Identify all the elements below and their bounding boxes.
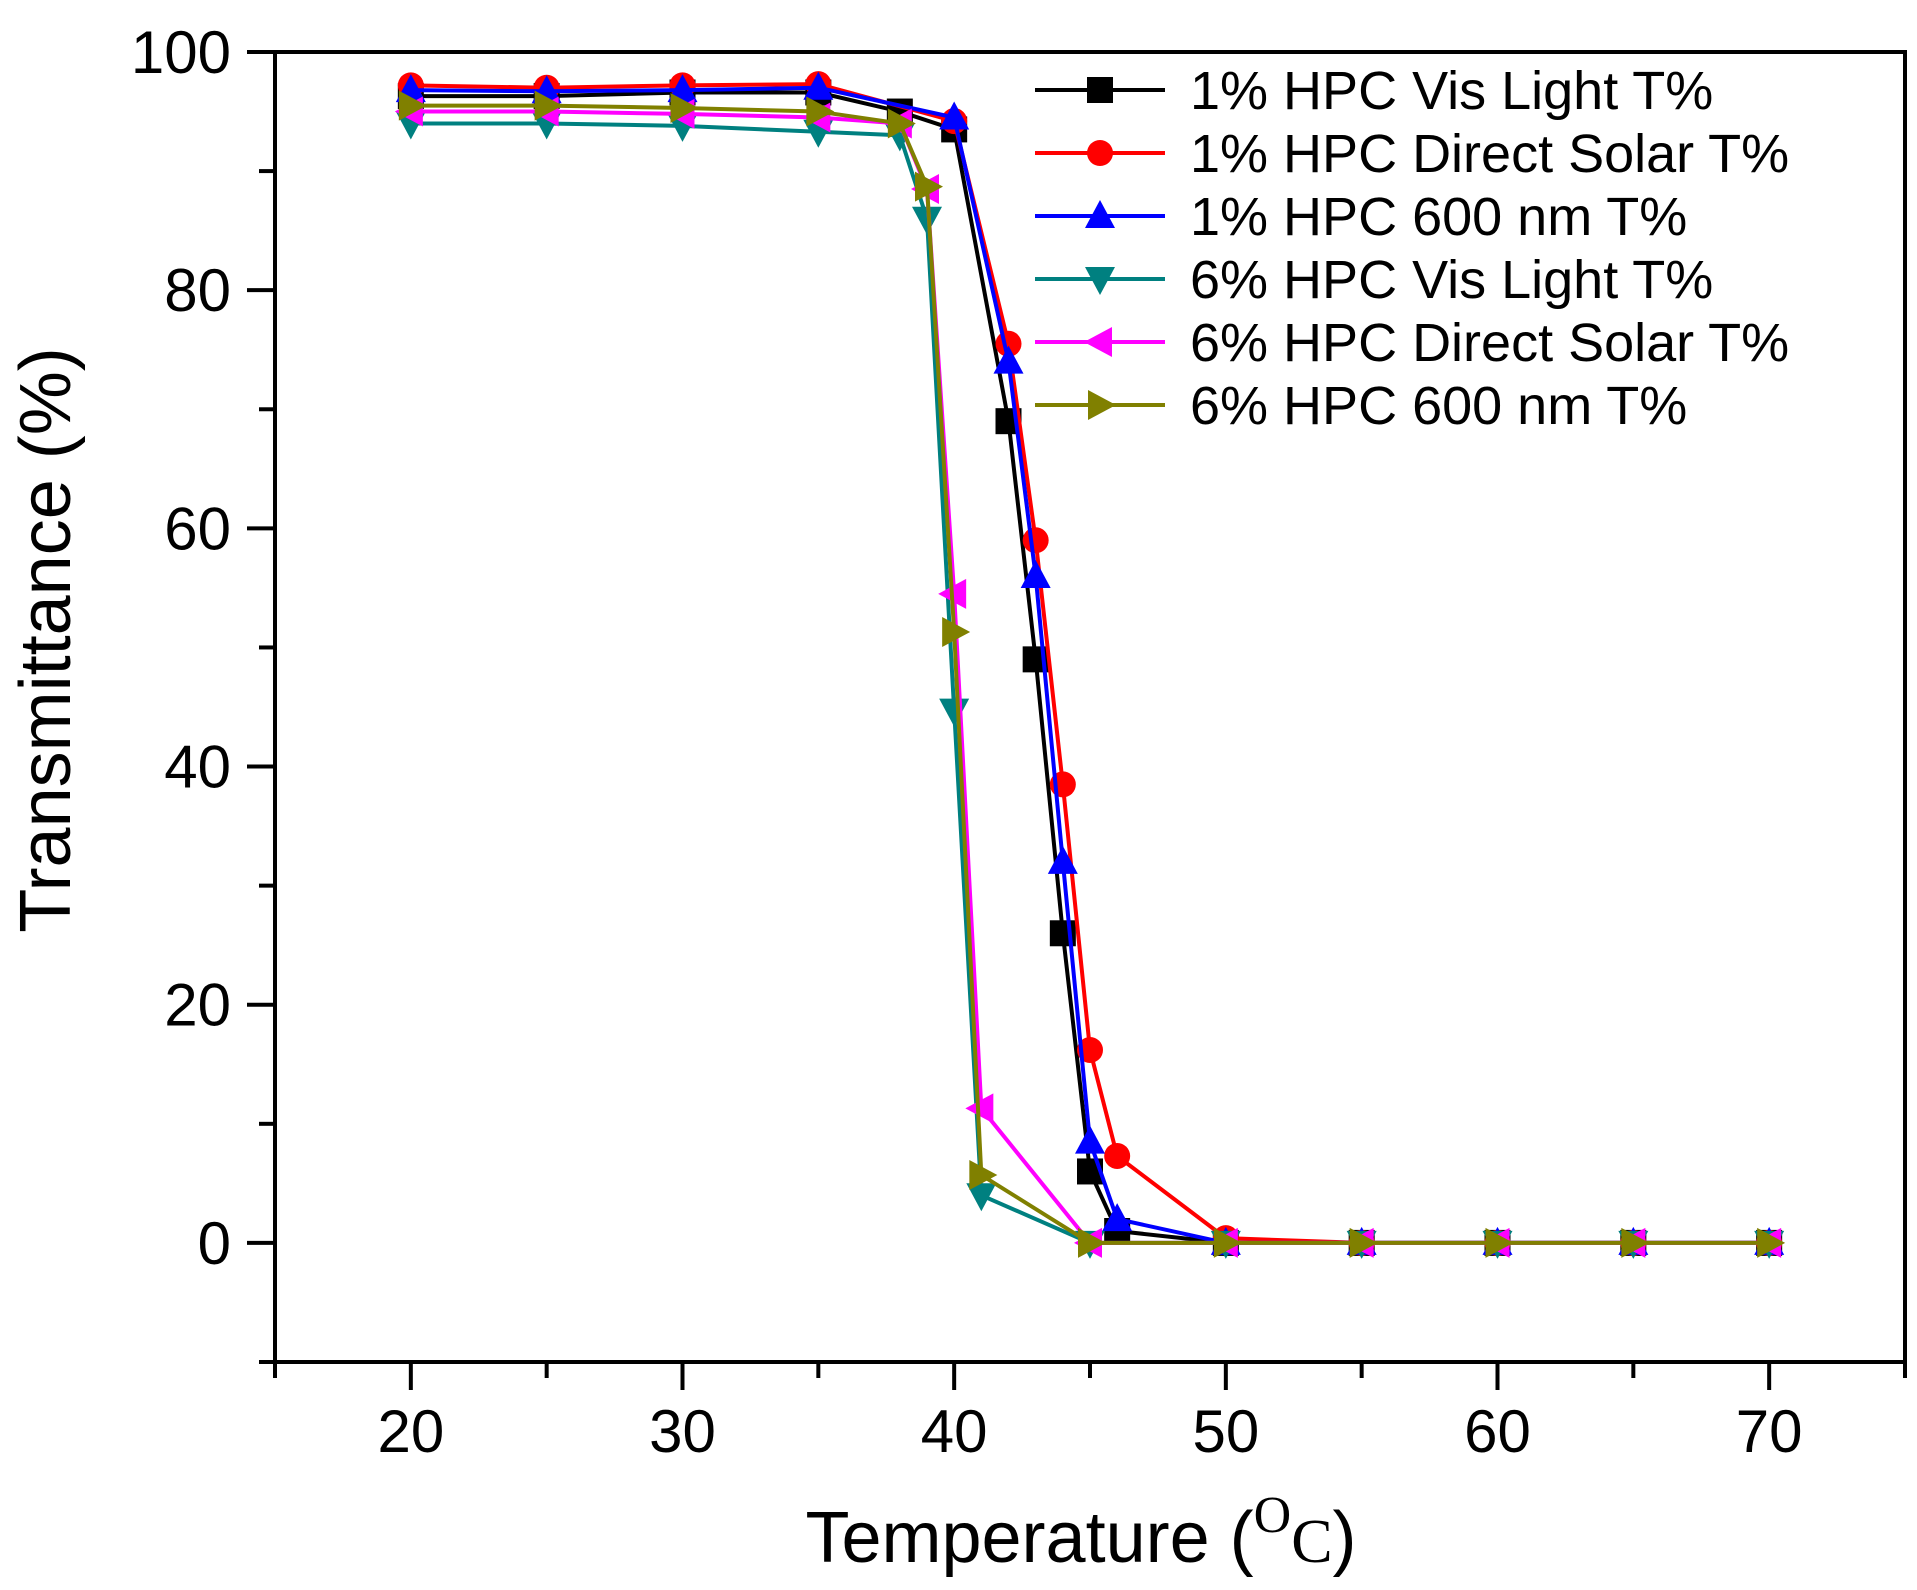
- series-layer: [394, 71, 1786, 1259]
- data-point: [1022, 527, 1049, 554]
- legend-marker: [1088, 390, 1116, 420]
- data-point: [993, 345, 1024, 374]
- x-axis-unit-superscript: O: [1254, 1487, 1292, 1544]
- legend-entry: 6% HPC 600 nm T%: [1035, 376, 1687, 436]
- legend-label: 1% HPC Direct Solar T%: [1190, 124, 1789, 184]
- legend-marker: [1087, 140, 1113, 166]
- data-point: [1485, 1227, 1514, 1258]
- x-tick-label: 20: [377, 1398, 444, 1465]
- data-point: [1757, 1227, 1786, 1258]
- legend-marker: [1087, 77, 1113, 103]
- data-point: [939, 101, 970, 130]
- series-2: [397, 71, 1783, 1256]
- data-point: [1213, 1227, 1242, 1258]
- y-axis-title: Transmittance (%): [6, 347, 86, 932]
- data-point: [915, 171, 943, 202]
- data-point: [942, 616, 971, 647]
- data-point: [1102, 1203, 1133, 1232]
- data-point: [667, 74, 698, 103]
- x-axis-title: Temperature (OC): [805, 1487, 1356, 1578]
- series-line: [410, 103, 1770, 1245]
- legend-label: 6% HPC Direct Solar T%: [1190, 313, 1789, 373]
- legend-label: 6% HPC Vis Light T%: [1190, 250, 1713, 310]
- data-point: [670, 92, 699, 123]
- y-tick-label: 80: [164, 257, 231, 324]
- legend-label: 6% HPC 600 nm T%: [1190, 376, 1687, 436]
- legend-marker: [1085, 200, 1115, 228]
- x-tick-label: 50: [1192, 1398, 1259, 1465]
- data-point: [1075, 1125, 1105, 1154]
- data-point: [1104, 1142, 1131, 1169]
- legend-entry: 1% HPC Vis Light T%: [1035, 61, 1713, 121]
- data-point: [969, 1160, 998, 1191]
- legend-label: 1% HPC 600 nm T%: [1190, 187, 1687, 247]
- data-point: [966, 1183, 997, 1212]
- data-point: [1047, 845, 1078, 874]
- x-tick-label: 70: [1736, 1398, 1803, 1465]
- x-axis-title-close: ): [1333, 1498, 1357, 1578]
- legend-entry: 6% HPC Direct Solar T%: [1035, 313, 1789, 373]
- legend-entry: 1% HPC 600 nm T%: [1035, 187, 1687, 247]
- data-point: [939, 698, 970, 727]
- data-point: [398, 90, 427, 121]
- data-point: [1349, 1227, 1378, 1258]
- y-tick-label: 60: [164, 495, 231, 562]
- data-point: [887, 108, 916, 139]
- x-tick-label: 60: [1464, 1398, 1531, 1465]
- data-point: [803, 71, 834, 100]
- legend-marker: [1084, 327, 1112, 357]
- data-point: [1020, 560, 1051, 588]
- x-tick-label: 40: [921, 1398, 988, 1465]
- legend-label: 1% HPC Vis Light T%: [1190, 61, 1713, 121]
- data-point: [534, 90, 563, 121]
- y-tick-label: 0: [198, 1210, 231, 1277]
- data-point: [806, 96, 835, 127]
- x-tick-label: 30: [649, 1398, 716, 1465]
- data-point: [1621, 1227, 1650, 1258]
- data-point: [912, 206, 942, 235]
- axes: 20 30 40 50 60 70 0 20 40 60 80 100: [131, 19, 1907, 1465]
- y-tick-label: 100: [131, 19, 231, 86]
- legend: 1% HPC Vis Light T%1% HPC Direct Solar T…: [1035, 61, 1789, 436]
- series-6: [398, 90, 1786, 1258]
- x-axis-unit: C: [1291, 1508, 1332, 1576]
- x-axis-title-text: Temperature (: [805, 1498, 1253, 1578]
- legend-marker: [1085, 267, 1115, 295]
- y-tick-label: 40: [164, 734, 231, 801]
- data-point: [1078, 1227, 1106, 1258]
- legend-entry: 6% HPC Vis Light T%: [1035, 250, 1713, 310]
- legend-entry: 1% HPC Direct Solar T%: [1035, 124, 1789, 184]
- y-tick-label: 20: [164, 972, 231, 1039]
